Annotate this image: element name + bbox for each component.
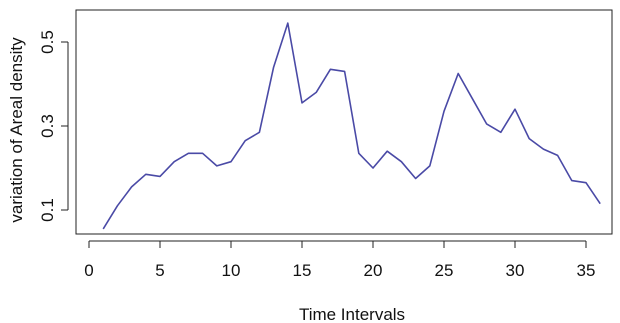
x-tick-label: 5	[155, 261, 164, 280]
x-tick-label: 10	[222, 261, 241, 280]
x-axis-title: Time Intervals	[299, 305, 405, 323]
y-tick-label: 0.1	[38, 198, 57, 222]
series-line	[102, 22, 601, 230]
x-tick-label: 20	[364, 261, 383, 280]
y-tick-label: 0.5	[38, 30, 57, 54]
x-tick-label: 30	[506, 261, 525, 280]
plot-frame	[75, 9, 613, 235]
y-tick-label: 0.3	[38, 114, 57, 138]
y-axis-title: variation of Areal density	[7, 37, 26, 223]
x-tick-label: 15	[293, 261, 312, 280]
y-axis: 0.1 0.3 0.5	[38, 30, 69, 222]
x-axis: 0 5 10 15 20 25 30 35	[84, 240, 596, 280]
x-tick-label: 25	[435, 261, 454, 280]
x-tick-label: 0	[84, 261, 93, 280]
x-tick-label: 35	[577, 261, 596, 280]
